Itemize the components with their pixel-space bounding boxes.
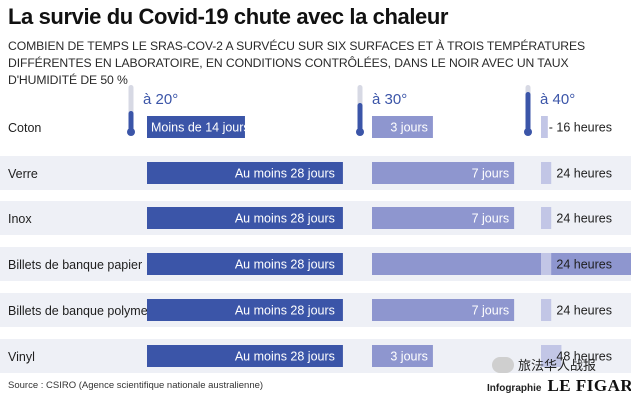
bar-value-label: 3 jours xyxy=(390,121,428,135)
bar xyxy=(147,253,343,275)
bar-value-label: 24 heures xyxy=(556,304,612,318)
bar xyxy=(541,345,562,367)
bar xyxy=(372,162,515,184)
bar xyxy=(541,162,552,184)
bar-value-label: 24 heures xyxy=(556,212,612,226)
credit: Infographie LE FIGARO xyxy=(487,376,631,396)
bar-value-label: 48 heures xyxy=(556,350,612,364)
credit-infographie: Infographie xyxy=(487,383,542,394)
bar-value-label: Moins de 14 jours xyxy=(151,121,250,135)
bar xyxy=(541,207,552,229)
bar-value-label: 7 jours xyxy=(472,167,510,181)
temperature-header: à 40° xyxy=(540,91,575,108)
le-figaro-logo: LE FIGARO xyxy=(547,376,631,395)
bar-value-label: 24 heures xyxy=(556,258,612,272)
thermometer-level xyxy=(357,103,363,132)
bar xyxy=(541,299,552,321)
thermometer-bulb xyxy=(356,128,364,136)
watermark: 旅法华人战报 xyxy=(492,355,596,374)
watermark-text: 旅法华人战报 xyxy=(518,358,597,373)
bar xyxy=(372,253,631,275)
source-note: Source : CSIRO (Agence scientifique nati… xyxy=(8,380,264,391)
bar xyxy=(147,207,343,229)
bar xyxy=(147,299,343,321)
bar-value-label: 7 jours xyxy=(472,212,510,226)
category-label: Billets de banque papier xyxy=(8,258,142,272)
bar-value-label: Au moins 28 jours xyxy=(235,258,335,272)
category-label: Billets de banque polymer xyxy=(8,304,152,318)
bar-value-label: Au moins 28 jours xyxy=(235,350,335,364)
wechat-bubble-icon xyxy=(492,356,514,373)
chart-subtitle: COMBIEN DE TEMPS LE SRAS-COV-2 A SURVÉCU… xyxy=(8,39,586,87)
chart-title: La survie du Covid-19 chute avec la chal… xyxy=(8,4,449,29)
bar xyxy=(372,207,515,229)
thermometer-level xyxy=(525,92,531,132)
bar-value-label: Au moins 28 jours xyxy=(235,212,335,226)
thermometer-level xyxy=(128,111,134,132)
category-label: Verre xyxy=(8,167,38,181)
bar xyxy=(372,299,515,321)
temperature-header: à 30° xyxy=(372,91,407,108)
thermometer-bulb xyxy=(524,128,532,136)
bar-value-label: - 16 heures xyxy=(549,121,612,135)
temperature-header: à 20° xyxy=(143,91,178,108)
category-label: Coton xyxy=(8,121,41,135)
bar xyxy=(541,116,548,138)
bar xyxy=(372,116,433,138)
thermometer-bulb xyxy=(127,128,135,136)
bar xyxy=(147,162,343,184)
bar-value-label: 7 jours xyxy=(472,304,510,318)
bar xyxy=(541,253,552,275)
bar xyxy=(147,345,343,367)
category-label: Inox xyxy=(8,212,32,226)
bar-value-label: Au moins 28 jours xyxy=(235,304,335,318)
category-label: Vinyl xyxy=(8,350,35,364)
bar xyxy=(372,345,433,367)
bar-value-label: Au moins 28 jours xyxy=(235,167,335,181)
bar xyxy=(147,116,245,138)
bar-value-label: 24 heures xyxy=(556,167,612,181)
bar-value-label: 3 jours xyxy=(390,350,428,364)
